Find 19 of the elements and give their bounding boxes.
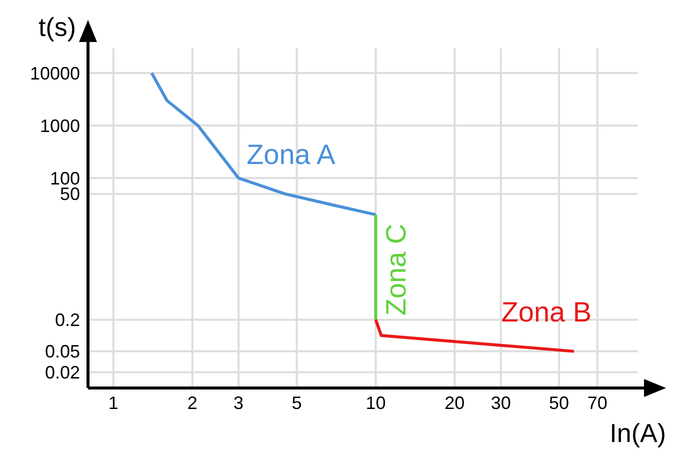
series-label: Zona A bbox=[246, 139, 336, 170]
text: Zona C bbox=[380, 224, 412, 316]
y-tick-label: 0.05 bbox=[44, 342, 80, 362]
x-tick-label: 5 bbox=[292, 392, 302, 413]
y-axis-title: t(s) bbox=[38, 12, 76, 42]
x-tick-label: 30 bbox=[490, 392, 511, 413]
x-tick-label: 20 bbox=[444, 392, 465, 413]
y-tick-label: 0.02 bbox=[44, 362, 80, 383]
x-tick-label: 1 bbox=[108, 392, 118, 413]
y-tick-label: 10000 bbox=[30, 63, 80, 84]
x-tick-label: 2 bbox=[187, 392, 198, 413]
x-tick-label: 70 bbox=[587, 392, 608, 413]
y-tick-label: 0.2 bbox=[54, 310, 80, 330]
y-tick-label: 1000 bbox=[40, 116, 80, 136]
series-label: Zona B bbox=[501, 296, 592, 328]
x-tick-label: 3 bbox=[234, 392, 244, 413]
x-tick-label: 10 bbox=[366, 392, 386, 413]
x-tick-label: 50 bbox=[549, 392, 570, 413]
x-axis-title: In(A) bbox=[610, 418, 666, 448]
